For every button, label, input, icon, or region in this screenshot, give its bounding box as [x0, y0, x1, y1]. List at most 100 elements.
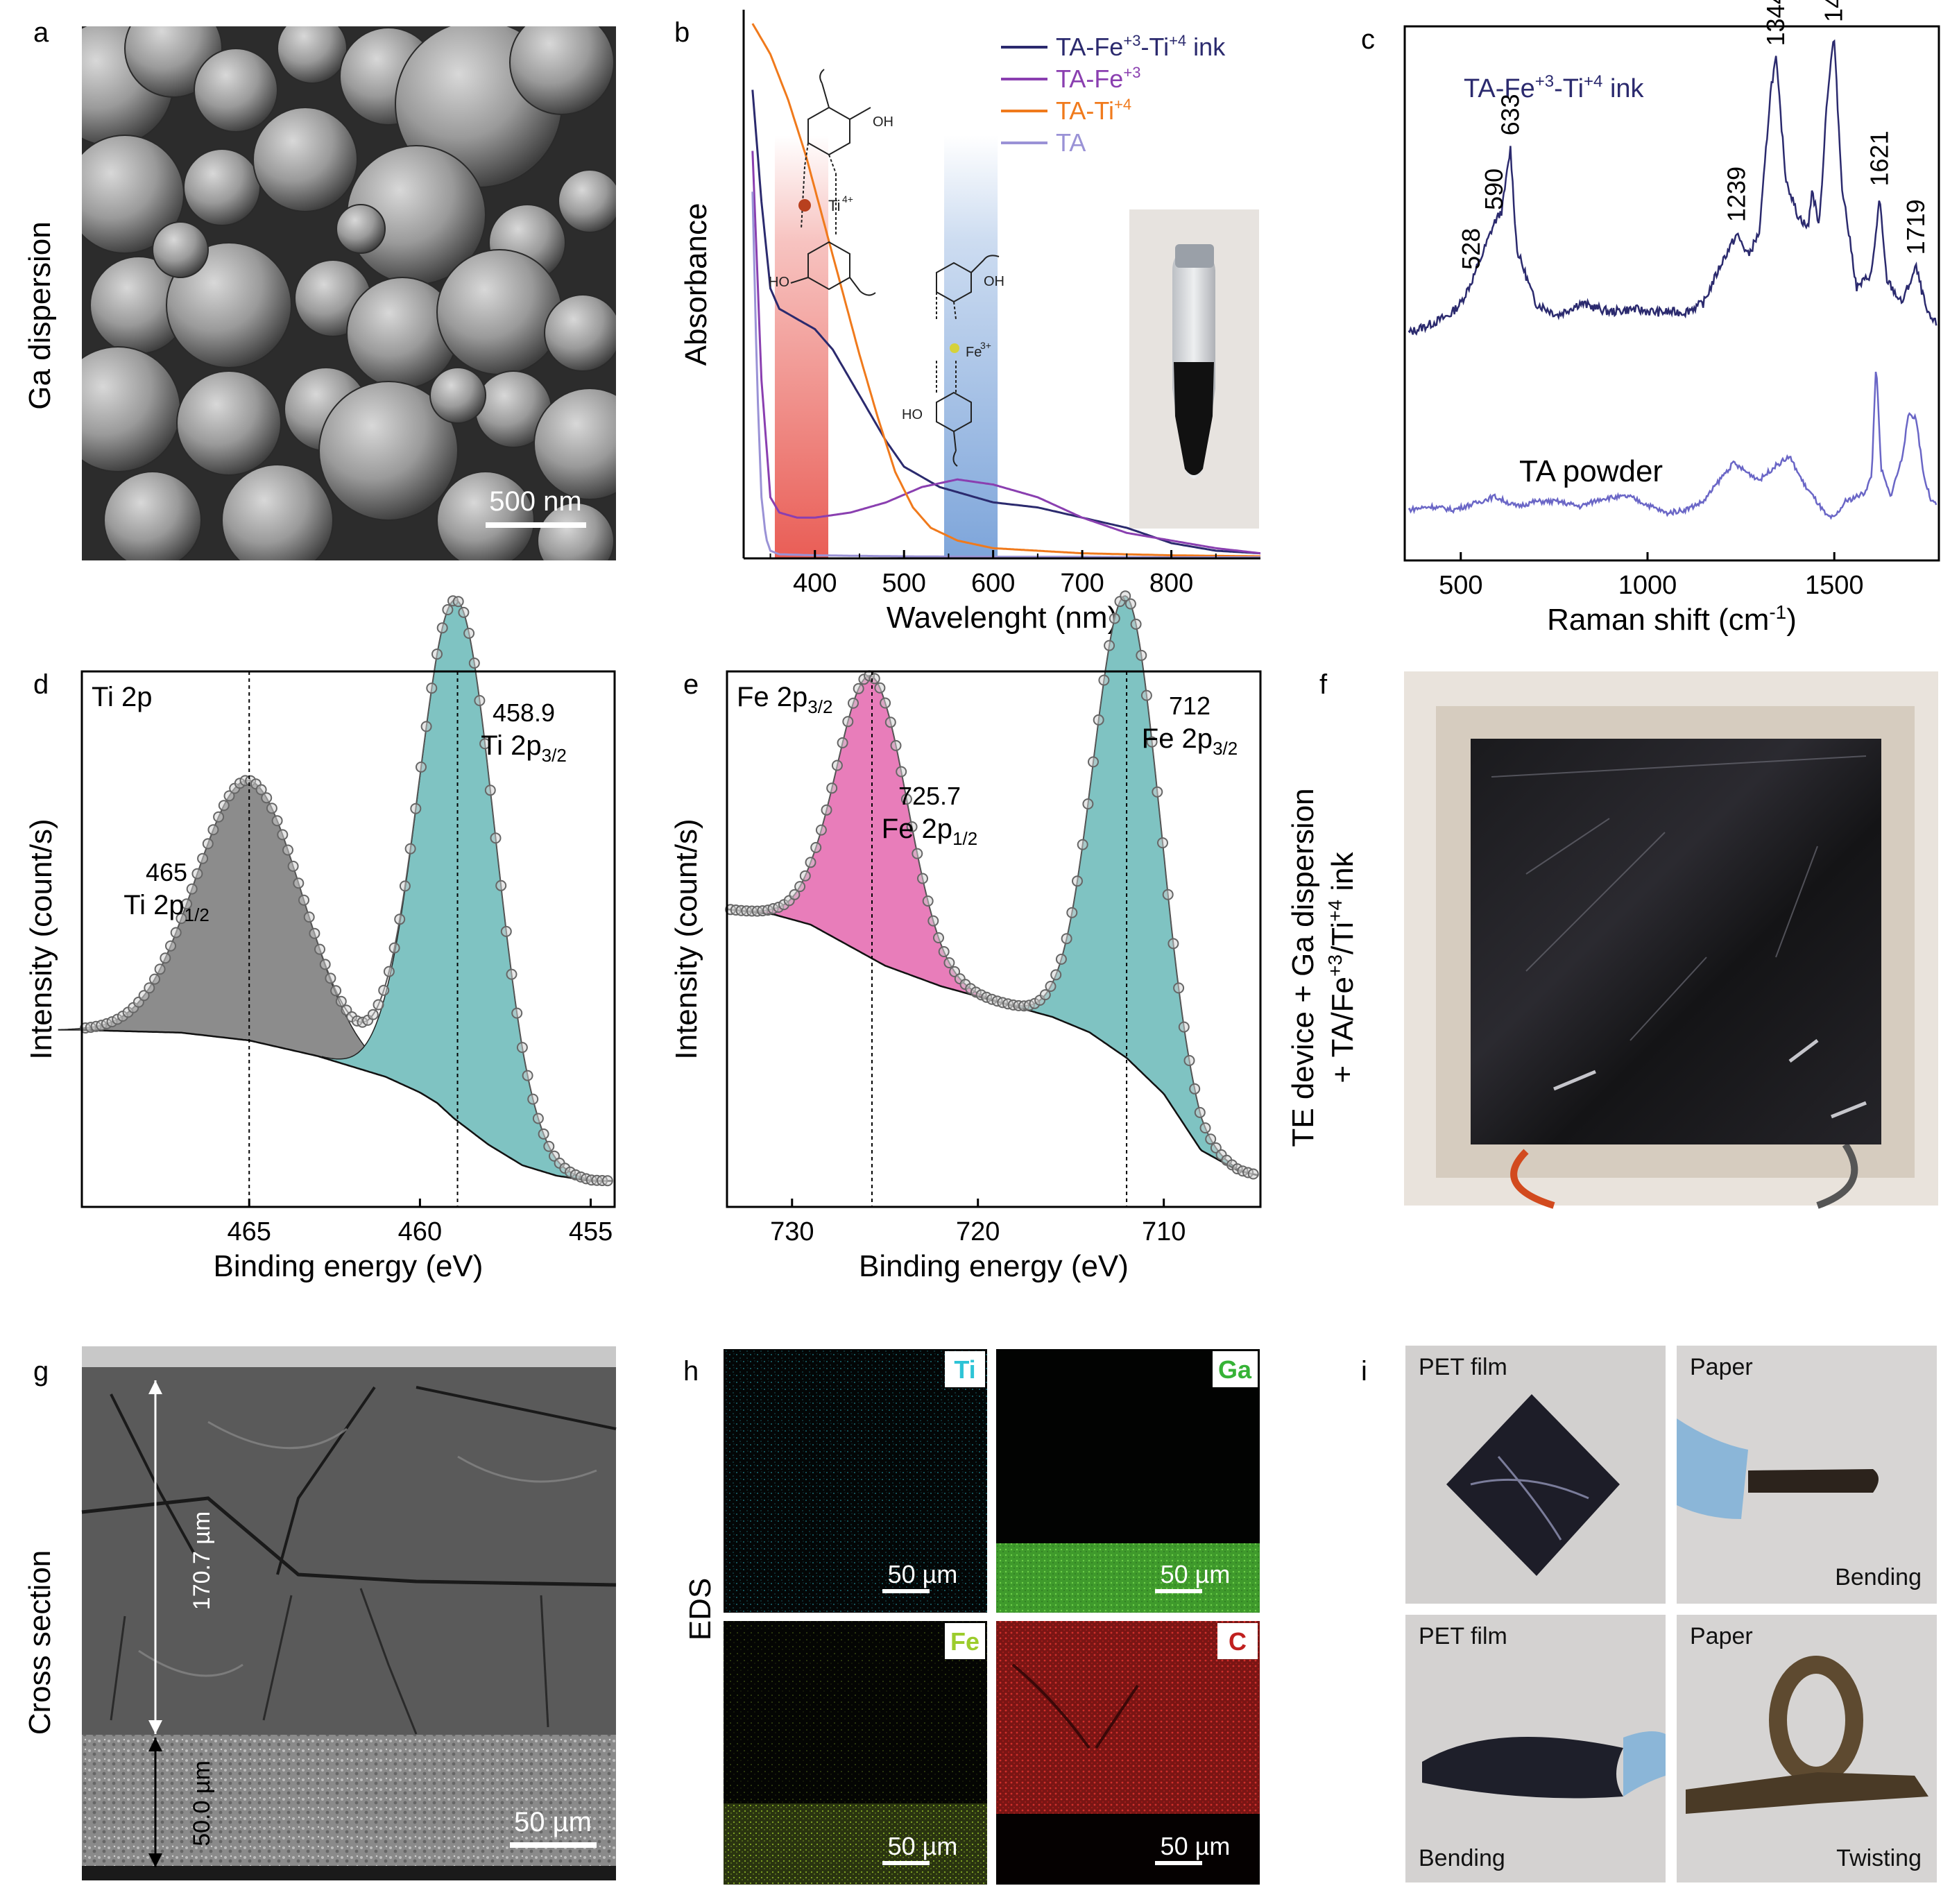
- data-point: [1140, 689, 1152, 701]
- raman-chart: 500 1000 1500 Raman shift (cm-1) TA-Fe+3-Ti+…: [1403, 0, 1940, 637]
- data-point: [479, 738, 491, 750]
- data-point: [335, 995, 347, 1007]
- data-point: [912, 848, 923, 859]
- x-tick-label: 500: [882, 569, 926, 598]
- y-axis-label: Absorbance: [679, 203, 713, 366]
- data-point: [431, 649, 443, 660]
- ho-label-2: HO: [902, 407, 923, 422]
- panel-d-letter: d: [33, 669, 49, 700]
- sem-sphere: [103, 471, 202, 560]
- plot-frame: [80, 670, 616, 1208]
- sem-sphere: [194, 48, 278, 132]
- data-point: [388, 942, 400, 954]
- peak-fill-1: [1009, 595, 1243, 1173]
- data-point: [468, 658, 480, 669]
- legend-entry-ti: TA-Ti+4: [1056, 96, 1131, 125]
- data-point: [223, 790, 235, 802]
- data-point: [1072, 875, 1083, 887]
- sem-sphere: [429, 367, 486, 424]
- plot-frame: [726, 670, 1262, 1208]
- data-point: [1124, 598, 1136, 610]
- data-point: [869, 673, 880, 685]
- x-axis-label: Binding energy (eV): [859, 1249, 1129, 1283]
- data-point: [933, 932, 944, 943]
- data-point: [165, 940, 176, 952]
- sem-sphere: [436, 249, 563, 375]
- uvvis-line-0: [751, 89, 1260, 555]
- panel-e: e 730 720 710 Binding energy (eV) Intensity …: [669, 590, 1262, 1283]
- data-point: [197, 852, 209, 864]
- data-point: [416, 761, 427, 773]
- data-point: [303, 911, 315, 923]
- sem-sphere: [544, 294, 616, 372]
- photo-pet-film: PET film: [1405, 1346, 1666, 1604]
- data-point: [404, 843, 416, 855]
- data-point: [484, 784, 496, 796]
- data-point: [938, 946, 950, 957]
- fe-complex-structure: [936, 255, 1000, 467]
- data-point: [853, 683, 864, 694]
- panel-h: h EDS Ti 50 µm Ga 50 µm Fe 50 µm: [683, 1349, 1260, 1885]
- data-point: [266, 803, 277, 814]
- eds-scale-c: 50 µm: [1161, 1832, 1231, 1860]
- x-tick-label: 710: [1142, 1217, 1186, 1246]
- data-point: [516, 1042, 528, 1054]
- eds-label-fe: Fe: [950, 1627, 980, 1656]
- data-point: [442, 604, 454, 615]
- data-point: [399, 880, 411, 892]
- data-point: [394, 914, 406, 925]
- peak-label: 1239: [1722, 166, 1751, 222]
- panel-b-letter: b: [674, 17, 690, 48]
- raman-series-label-ta: TA powder: [1519, 454, 1663, 488]
- dimension-label-bottom: 50.0 µm: [189, 1760, 215, 1846]
- panel-f-side-label-1: TE device + Ga dispersion: [1286, 788, 1320, 1147]
- sem-sphere: [152, 221, 209, 278]
- peak-value-label: 725.7: [898, 782, 961, 810]
- peak-label: 633: [1496, 94, 1524, 135]
- photo-label-bottom-4: Twisting: [1836, 1845, 1922, 1871]
- data-point: [1173, 982, 1185, 994]
- fe-charge: 3+: [980, 340, 991, 351]
- x-axis-label: Wavelenght (nm): [887, 601, 1118, 635]
- oh-label-2: OH: [984, 274, 1004, 289]
- data-point: [506, 968, 517, 980]
- panel-h-letter: h: [683, 1356, 699, 1387]
- panel-g-letter: g: [33, 1356, 49, 1387]
- data-point: [309, 927, 320, 939]
- sem-sphere: [318, 381, 459, 521]
- eds-map-fe: Fe 50 µm: [724, 1621, 987, 1885]
- sem-sphere: [336, 204, 386, 254]
- uvvis-line-1: [751, 151, 1260, 555]
- panel-b: b 400 500 600 700 800 Wavelenght (nm) Absorban…: [674, 10, 1260, 635]
- sem-spheres: [82, 26, 616, 560]
- data-point: [532, 1113, 544, 1124]
- data-point: [1098, 674, 1110, 686]
- data-point: [149, 973, 160, 985]
- y-axis-label: Intensity (count/s): [24, 818, 58, 1059]
- peak-value-label: 458.9: [493, 698, 555, 727]
- raman-line-1: [1408, 371, 1937, 520]
- data-point: [1157, 837, 1168, 849]
- data-point: [1205, 1133, 1217, 1145]
- data-point: [1247, 1168, 1259, 1180]
- data-point: [202, 838, 214, 850]
- x-tick-label: 455: [569, 1217, 613, 1246]
- panel-f-letter: f: [1319, 669, 1328, 700]
- ti-label: Ti: [828, 197, 841, 214]
- data-point: [186, 883, 198, 895]
- data-point: [170, 927, 182, 938]
- panel-i-letter: i: [1361, 1356, 1367, 1387]
- x-tick-label: 1500: [1805, 571, 1864, 600]
- data-point: [298, 894, 309, 906]
- data-point: [207, 824, 219, 836]
- data-point: [420, 721, 432, 732]
- peak-name-label: Ti 2p3/2: [481, 730, 567, 766]
- chart-title: Ti 2p: [92, 682, 152, 712]
- sem-sphere: [221, 464, 334, 560]
- data-point: [218, 800, 230, 812]
- sem-sphere: [537, 502, 615, 560]
- photo-paper-bending: Paper Bending: [1677, 1346, 1937, 1604]
- data-point: [884, 717, 896, 728]
- data-point: [474, 695, 486, 706]
- eds-map-ga: Ga 50 µm: [996, 1349, 1260, 1613]
